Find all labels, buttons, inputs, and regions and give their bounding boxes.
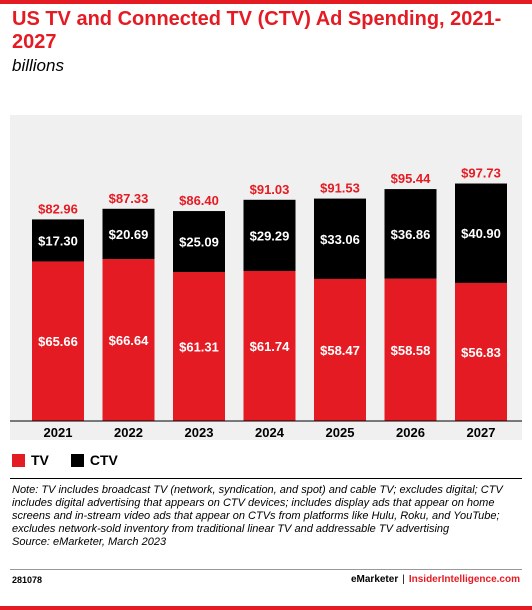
bar-ctv-2024 <box>243 199 296 271</box>
chart-subtitle: billions <box>12 56 64 75</box>
label-total-2025: $91.53 <box>320 181 360 196</box>
bar-ctv-2026 <box>384 189 437 279</box>
label-total-2024: $91.03 <box>250 182 290 197</box>
label-ctv-2025: $33.06 <box>320 232 360 247</box>
plot-area: $65.66 $17.30 $82.96 2021 $66.64 $20.69 $87.33… <box>10 115 522 440</box>
x-tick-2025: 2025 <box>326 425 355 440</box>
label-tv-2026: $58.58 <box>391 343 431 358</box>
note-divider <box>10 478 522 479</box>
top-accent-bar <box>0 0 532 4</box>
label-ctv-2023: $25.09 <box>179 235 219 250</box>
legend: TV CTV <box>12 452 140 468</box>
legend-label-ctv: CTV <box>89 452 118 468</box>
label-tv-2027: $56.83 <box>461 345 501 360</box>
label-ctv-2021: $17.30 <box>38 233 78 248</box>
brand-insider-intelligence: InsiderIntelligence.com <box>408 574 520 585</box>
legend-label-tv: TV <box>31 452 49 468</box>
brand: eMarketer | InsiderIntelligence.com <box>351 574 520 585</box>
label-tv-2022: $66.64 <box>109 333 150 348</box>
chart-title: US TV and Connected TV (CTV) Ad Spending… <box>12 8 502 53</box>
legend-item-tv: TV <box>12 452 49 468</box>
bar-ctv-2027 <box>455 183 507 283</box>
label-tv-2024: $61.74 <box>250 339 291 354</box>
bar-ctv-2022 <box>102 208 155 260</box>
legend-item-ctv: CTV <box>70 452 118 468</box>
bar-tv-2022 <box>102 259 155 421</box>
chart-note: Note: TV includes broadcast TV (network,… <box>12 484 522 549</box>
label-total-2026: $95.44 <box>391 171 432 186</box>
bottom-accent-bar <box>0 606 532 610</box>
legend-swatch-tv <box>12 453 25 467</box>
x-tick-2024: 2024 <box>255 425 285 440</box>
footer-divider <box>10 569 522 570</box>
label-ctv-2027: $40.90 <box>461 226 501 241</box>
x-tick-2023: 2023 <box>185 425 214 440</box>
bar-tv-2027 <box>455 282 507 421</box>
bar-tv-2026 <box>384 278 437 421</box>
source-text: Source: eMarketer, March 2023 <box>12 536 167 548</box>
label-total-2021: $82.96 <box>38 201 78 216</box>
legend-swatch-ctv <box>70 453 84 467</box>
bar-ctv-2025 <box>314 198 366 279</box>
x-tick-2026: 2026 <box>396 425 425 440</box>
label-tv-2025: $58.47 <box>320 343 360 358</box>
label-tv-2023: $61.31 <box>179 340 219 355</box>
label-total-2022: $87.33 <box>109 191 149 206</box>
bar-tv-2024 <box>243 270 296 421</box>
bar-tv-2023 <box>173 272 225 421</box>
label-ctv-2024: $29.29 <box>250 228 290 243</box>
label-total-2027: $97.73 <box>461 166 501 181</box>
brand-separator: | <box>402 574 405 585</box>
bar-tv-2025 <box>314 278 366 421</box>
stacked-bar-chart: $65.66 $17.30 $82.96 2021 $66.64 $20.69 $87.33… <box>10 166 522 440</box>
x-tick-2027: 2027 <box>467 425 496 440</box>
label-ctv-2026: $36.86 <box>391 227 431 242</box>
x-tick-2021: 2021 <box>44 425 73 440</box>
note-text: Note: TV includes broadcast TV (network,… <box>12 484 503 535</box>
x-tick-2022: 2022 <box>114 425 143 440</box>
chart-id: 281078 <box>12 575 43 585</box>
label-tv-2021: $65.66 <box>38 334 78 349</box>
bar-tv-2021 <box>32 261 84 421</box>
bar-ctv-2021 <box>32 219 84 262</box>
brand-emarketer: eMarketer <box>350 574 399 585</box>
label-total-2023: $86.40 <box>179 193 219 208</box>
bar-ctv-2023 <box>173 211 225 273</box>
label-ctv-2022: $20.69 <box>109 227 149 242</box>
